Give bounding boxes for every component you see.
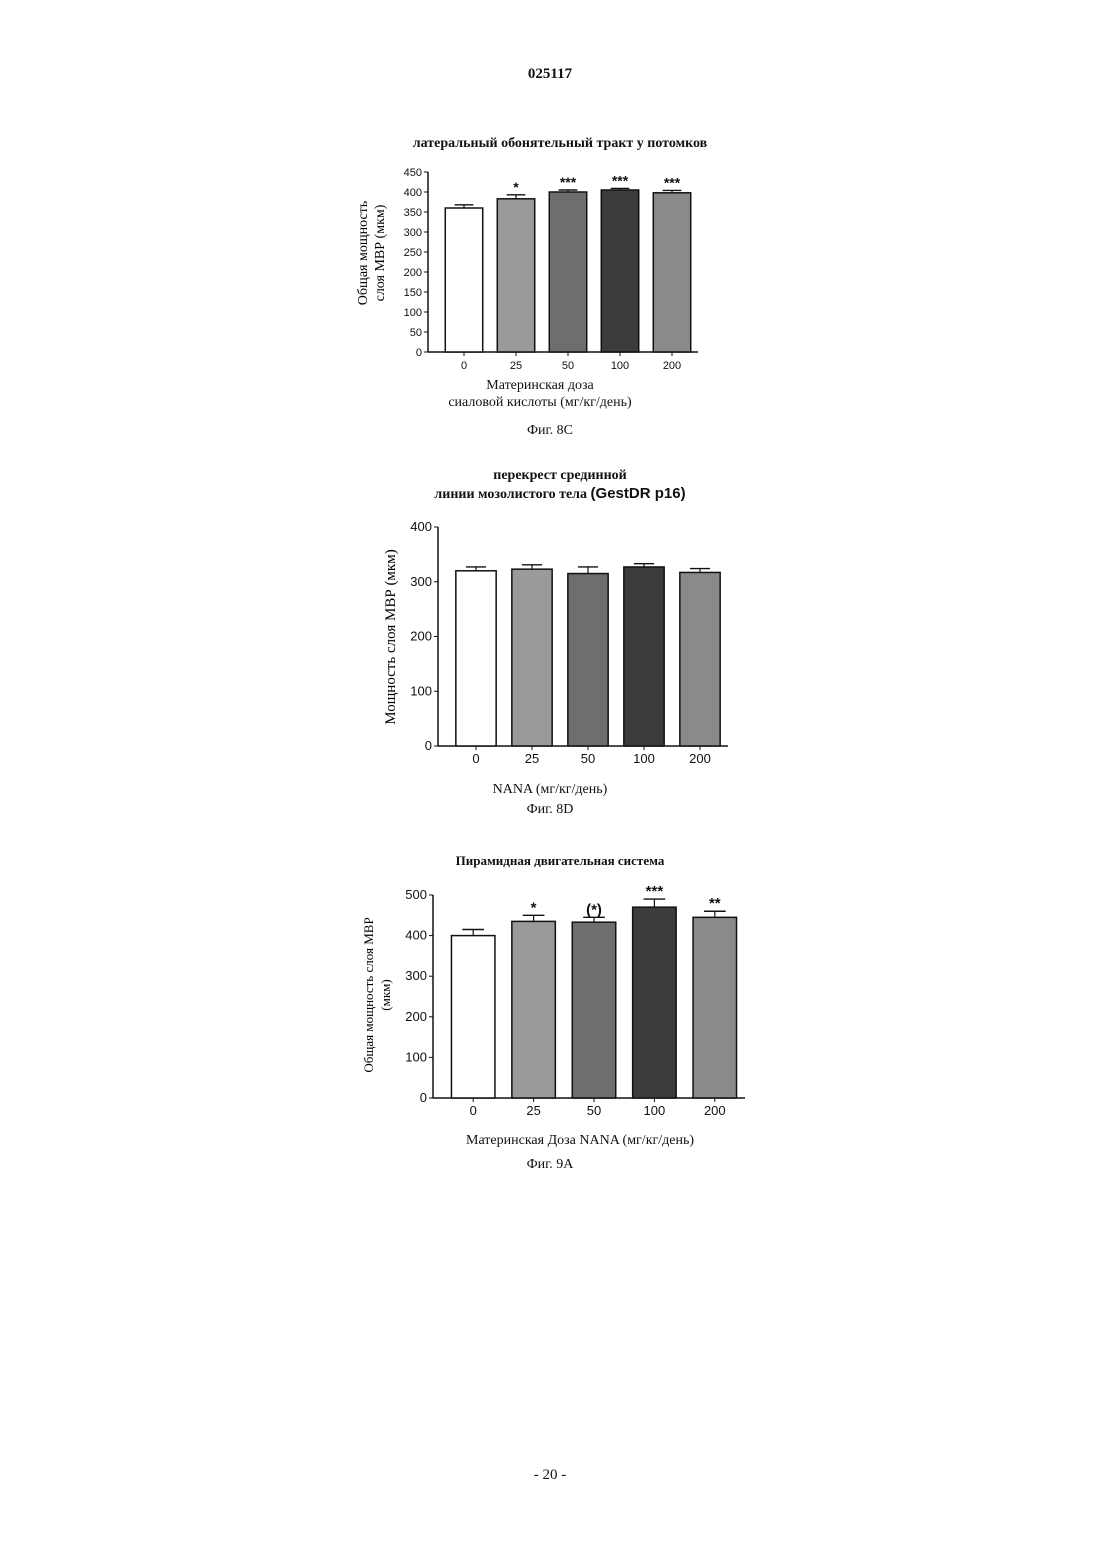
chart-8c-title: латеральный обонятельный тракт у потомко… — [300, 135, 820, 152]
chart-8c-y-tick-label: 450 — [404, 167, 422, 179]
chart-8d-x-tick-label: 200 — [689, 751, 711, 766]
chart-8c-x-tick-label: 100 — [611, 360, 629, 372]
chart-8c-significance-label: * — [513, 179, 519, 195]
chart-9a-significance-label: * — [531, 899, 537, 916]
chart-8d-title-line2: линии мозолистого тела — [434, 487, 587, 502]
document-number: 025117 — [0, 66, 1100, 83]
chart-8d-title-line2-wrap: линии мозолистого тела (GestDR p16) — [300, 485, 820, 503]
chart-8c-significance-label: *** — [560, 174, 577, 190]
chart-8c-bar — [601, 190, 638, 352]
chart-9a-ylabel-line2: (мкм) — [378, 979, 393, 1010]
chart-8c-y-tick-label: 350 — [404, 207, 422, 219]
chart-8c-bar — [549, 192, 586, 352]
chart-8c-y-tick-label: 150 — [404, 287, 422, 299]
chart-8d-xlabel: NANA (мг/кг/день) — [400, 781, 700, 798]
chart-8c-significance-label: *** — [664, 174, 681, 190]
chart-8c-x-tick-label: 200 — [663, 360, 681, 372]
chart-8c-x-tick-label: 25 — [510, 360, 522, 372]
chart-9a-bar — [451, 936, 494, 1098]
chart-9a-caption: Фиг. 9А — [450, 1157, 650, 1173]
chart-9a-significance-label: (*) — [586, 901, 602, 918]
chart-8c: 0 50 100 150 200 250 300 350 400 450 0 25 * 50 *** 100 *… — [340, 158, 720, 378]
chart-8d-bar — [568, 574, 608, 746]
chart-9a-ylabel-line1: Общая мощность слоя МВР — [361, 917, 376, 1072]
chart-8c-significance-label: *** — [612, 172, 629, 188]
chart-8c-x-tick-label: 50 — [562, 360, 574, 372]
chart-9a-y-tick-label: 400 — [405, 928, 427, 943]
chart-8d-bar — [512, 569, 552, 746]
chart-8c-bar — [653, 193, 690, 352]
chart-9a-y-tick-label: 0 — [420, 1090, 427, 1105]
chart-9a-title: Пирамидная двигательная система — [330, 852, 790, 869]
chart-8c-y-tick-label: 200 — [404, 267, 422, 279]
chart-8c-y-tick-label: 300 — [404, 227, 422, 239]
chart-8d-caption: Фиг. 8D — [450, 802, 650, 818]
chart-9a-bar — [693, 917, 736, 1098]
chart-8c-x-tick-label: 0 — [461, 360, 467, 372]
chart-8c-ylabel-line2: слоя МВР (мкм) — [373, 204, 388, 301]
chart-8d-x-tick-label: 25 — [525, 751, 539, 766]
chart-8d-y-tick-label: 0 — [425, 738, 432, 753]
chart-8c-xlabel-line2: сиаловой кислоты (мг/кг/день) — [360, 394, 720, 411]
chart-8d-y-tick-label: 300 — [410, 574, 432, 589]
chart-9a-x-tick-label: 200 — [704, 1103, 726, 1118]
chart-8c-xlabel-line1: Материнская доза — [360, 377, 720, 394]
chart-8d-y-tick-label: 100 — [410, 683, 432, 698]
chart-9a-x-tick-label: 100 — [644, 1103, 666, 1118]
chart-8d-ylabel: Мощность слоя МВР (мкм) — [383, 549, 399, 724]
chart-9a-x-tick-label: 50 — [587, 1103, 601, 1118]
chart-9a-y-tick-label: 500 — [405, 887, 427, 902]
chart-8d-x-tick-label: 50 — [581, 751, 595, 766]
chart-8c-caption: Фиг. 8С — [450, 423, 650, 439]
chart-8d-bar — [680, 572, 720, 746]
chart-8d-y-tick-label: 200 — [410, 629, 432, 644]
chart-8c-y-tick-label: 400 — [404, 187, 422, 199]
chart-8d: 0 100 200 300 400 0 25 50 100 200 Мощность слоя М… — [370, 515, 740, 775]
chart-8c-y-tick-label: 100 — [404, 307, 422, 319]
chart-9a-bar — [572, 922, 615, 1098]
chart-9a-x-tick-label: 0 — [470, 1103, 477, 1118]
chart-8c-bar — [445, 208, 482, 352]
chart-8d-y-tick-label: 400 — [410, 519, 432, 534]
chart-9a-bar — [512, 921, 555, 1098]
chart-8d-x-tick-label: 100 — [633, 751, 655, 766]
chart-8c-bar — [497, 199, 534, 352]
chart-8d-title-suffix: (GestDR p16) — [591, 485, 686, 502]
chart-8d-bar — [456, 571, 496, 746]
chart-8d-title-line1: перекрест срединной — [330, 467, 790, 484]
chart-9a-y-tick-label: 300 — [405, 968, 427, 983]
chart-8d-x-tick-label: 0 — [472, 751, 479, 766]
chart-9a-y-tick-label: 100 — [405, 1049, 427, 1064]
chart-9a-significance-label: ** — [709, 895, 721, 912]
chart-8c-y-tick-label: 50 — [410, 327, 422, 339]
chart-8c-y-tick-label: 0 — [416, 347, 422, 359]
chart-9a: 0 100 200 300 400 500 0 25 * 50 (*) 100 *** 200 ** Общ… — [355, 880, 755, 1130]
page-number: - 20 - — [0, 1467, 1100, 1484]
chart-9a-bar — [633, 907, 676, 1098]
chart-8c-ylabel-line1: Общая мощность — [356, 201, 371, 305]
chart-8d-bar — [624, 567, 664, 746]
chart-9a-xlabel: Материнская Доза NANA (мг/кг/день) — [380, 1132, 780, 1149]
chart-9a-y-tick-label: 200 — [405, 1009, 427, 1024]
chart-9a-significance-label: *** — [646, 883, 664, 900]
chart-9a-x-tick-label: 25 — [526, 1103, 540, 1118]
chart-8c-y-tick-label: 250 — [404, 247, 422, 259]
